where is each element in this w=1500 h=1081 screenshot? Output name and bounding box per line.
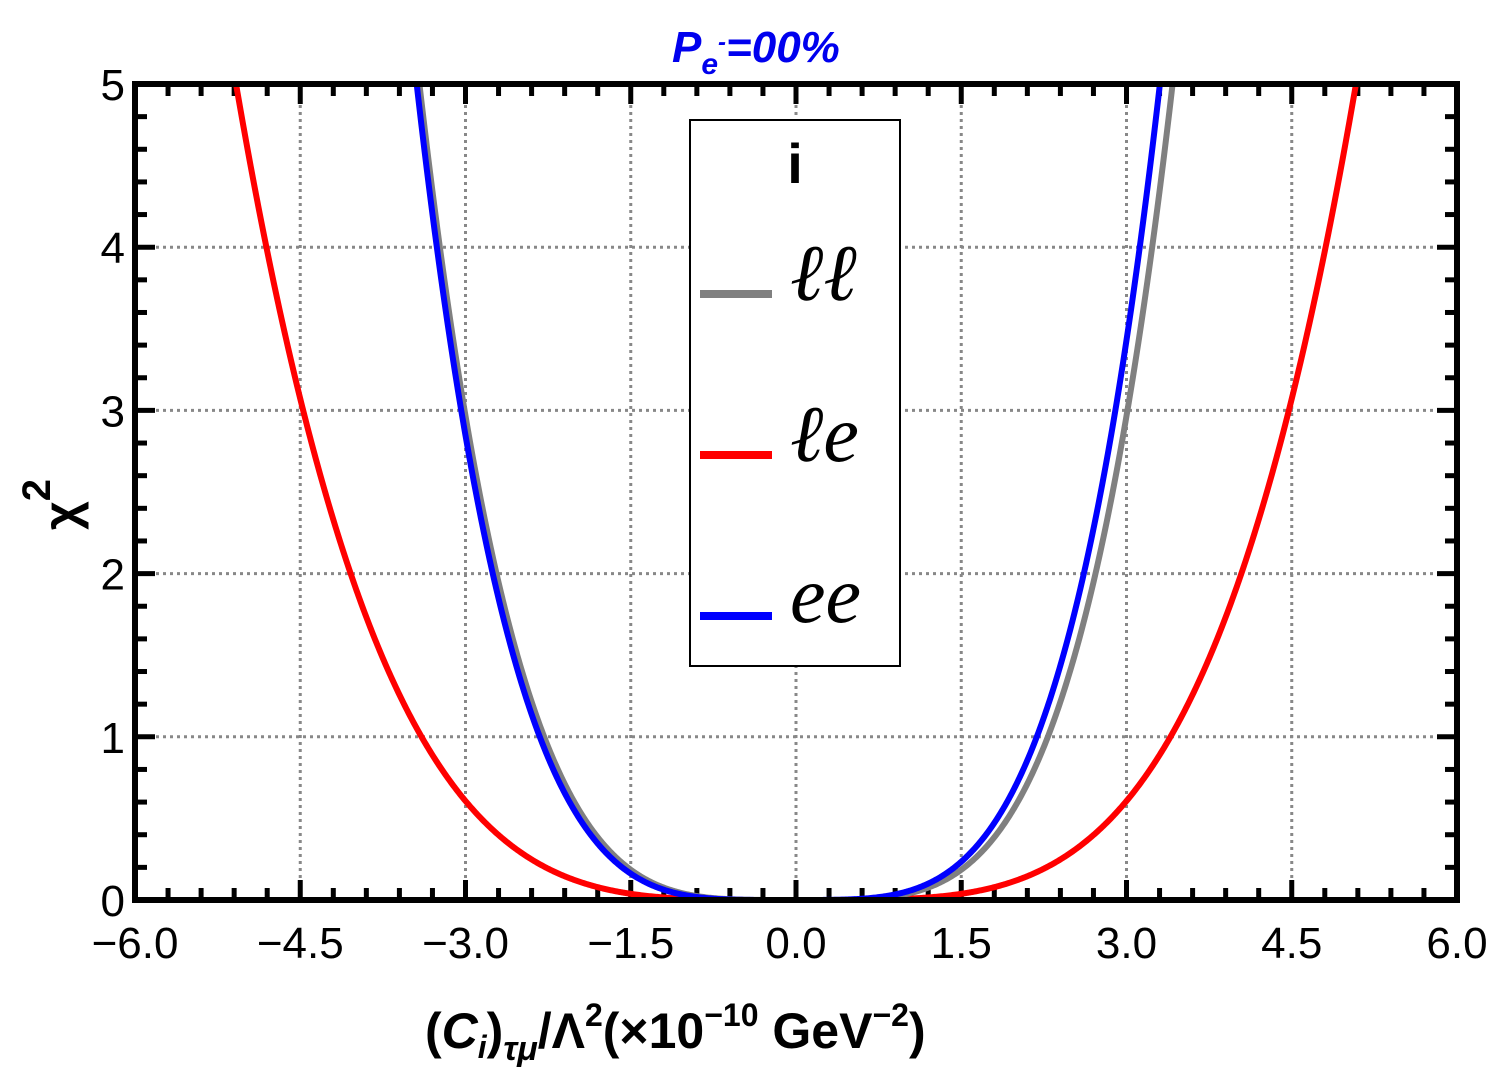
y-tick-label: 5 xyxy=(101,61,125,110)
y-tick-label: 1 xyxy=(101,714,125,763)
y-tick-label: 2 xyxy=(101,551,125,600)
x-tick-label: −1.5 xyxy=(587,919,674,968)
y-tick-label: 3 xyxy=(101,387,125,436)
x-tick-label: −6.0 xyxy=(92,919,179,968)
x-tick-label: 0.0 xyxy=(765,919,826,968)
series-line-1 xyxy=(232,84,1360,900)
legend-entries: ℓℓ ℓe ee xyxy=(700,230,861,640)
y-tick-labels: 0 1 2 3 4 5 xyxy=(101,61,125,926)
x-tick-label: 6.0 xyxy=(1426,919,1487,968)
legend-title: i xyxy=(787,132,803,195)
x-tick-labels: −6.0 −4.5 −3.0 −1.5 0.0 1.5 3.0 4.5 6.0 xyxy=(92,919,1488,968)
legend-box xyxy=(689,119,901,667)
y-axis-title: χ2 xyxy=(15,479,89,530)
x-tick-label: −3.0 xyxy=(422,919,509,968)
y-tick-label: 0 xyxy=(101,877,125,926)
chart-title: Pe-=00% xyxy=(672,23,840,81)
x-tick-label: 1.5 xyxy=(931,919,992,968)
legend-label: ℓℓ xyxy=(790,230,857,318)
x-tick-label: −4.5 xyxy=(257,919,344,968)
legend-label: ℓe xyxy=(790,391,859,479)
legend-label: ee xyxy=(790,552,861,640)
x-tick-label: 4.5 xyxy=(1261,919,1322,968)
series-curves xyxy=(232,84,1360,900)
y-tick-label: 4 xyxy=(101,224,125,273)
legend: i ℓℓ ℓe ee xyxy=(689,119,901,667)
x-tick-label: 3.0 xyxy=(1096,919,1157,968)
plot-frame xyxy=(132,81,1460,903)
x-axis-title: (Ci)τμ/Λ2(×10−10 GeV−2) xyxy=(425,997,926,1068)
